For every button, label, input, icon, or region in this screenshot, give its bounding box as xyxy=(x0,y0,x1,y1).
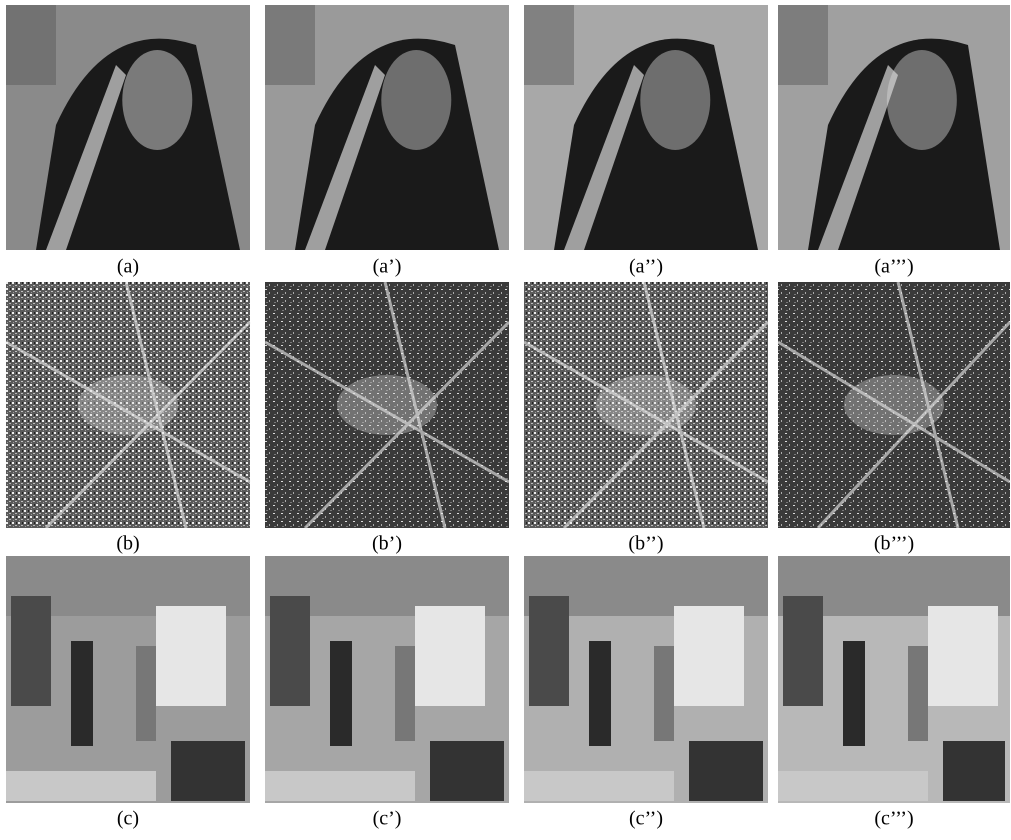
image-region xyxy=(381,50,451,150)
image-region xyxy=(265,771,415,801)
image-region xyxy=(524,771,674,801)
image-region xyxy=(943,741,1005,801)
caption: (a) xyxy=(117,256,139,278)
image xyxy=(265,282,509,528)
image-region xyxy=(778,5,828,85)
caption: (c’’) xyxy=(629,808,663,830)
image-region xyxy=(430,741,504,801)
caption: (b) xyxy=(116,533,139,555)
image-region xyxy=(689,741,763,801)
image xyxy=(778,282,1010,528)
image xyxy=(6,556,250,803)
image-region xyxy=(778,771,928,801)
image-region xyxy=(844,375,944,435)
image xyxy=(6,5,250,250)
image-region xyxy=(395,646,415,741)
image-region xyxy=(908,646,928,741)
image-region xyxy=(887,50,957,150)
caption: (b’’) xyxy=(628,533,663,555)
image xyxy=(6,282,250,528)
image xyxy=(778,5,1010,250)
image-region xyxy=(415,606,485,706)
image-region xyxy=(674,606,744,706)
caption: (c’’’) xyxy=(874,808,913,830)
page: (a) (a’) (a’’) (a’’’) (b) (b’) (b’’) (b’’’) (c) (… xyxy=(0,0,1011,835)
image-region xyxy=(589,641,611,746)
image-region xyxy=(171,741,245,801)
image-region xyxy=(78,375,178,435)
image-region xyxy=(122,50,192,150)
caption: (b’) xyxy=(372,533,402,555)
caption: (a’’’) xyxy=(874,256,913,278)
image-region xyxy=(654,646,674,741)
image xyxy=(265,5,509,250)
caption: (c’) xyxy=(373,808,402,830)
image-region xyxy=(524,5,574,85)
image-region xyxy=(156,606,226,706)
caption: (c) xyxy=(117,808,139,830)
image-region xyxy=(928,606,998,706)
image-region xyxy=(640,50,710,150)
image-region xyxy=(265,5,315,85)
figure: (a) (a’) (a’’) (a’’’) (b) (b’) (b’’) (b’’’) (c) (… xyxy=(0,0,1011,835)
image xyxy=(265,556,509,803)
image xyxy=(524,556,768,803)
image-region xyxy=(596,375,696,435)
image-region xyxy=(529,596,569,706)
image xyxy=(524,5,768,250)
caption: (a’) xyxy=(373,256,402,278)
caption: (b’’’) xyxy=(874,533,914,555)
image-region xyxy=(6,771,156,801)
image-region xyxy=(11,596,51,706)
image-region xyxy=(783,596,823,706)
image-region xyxy=(337,375,437,435)
image xyxy=(524,282,768,528)
image-region xyxy=(330,641,352,746)
image-region xyxy=(270,596,310,706)
image-region xyxy=(136,646,156,741)
image-region xyxy=(843,641,865,746)
image xyxy=(778,556,1010,803)
image-region xyxy=(6,5,56,85)
image-region xyxy=(71,641,93,746)
caption: (a’’) xyxy=(629,256,663,278)
